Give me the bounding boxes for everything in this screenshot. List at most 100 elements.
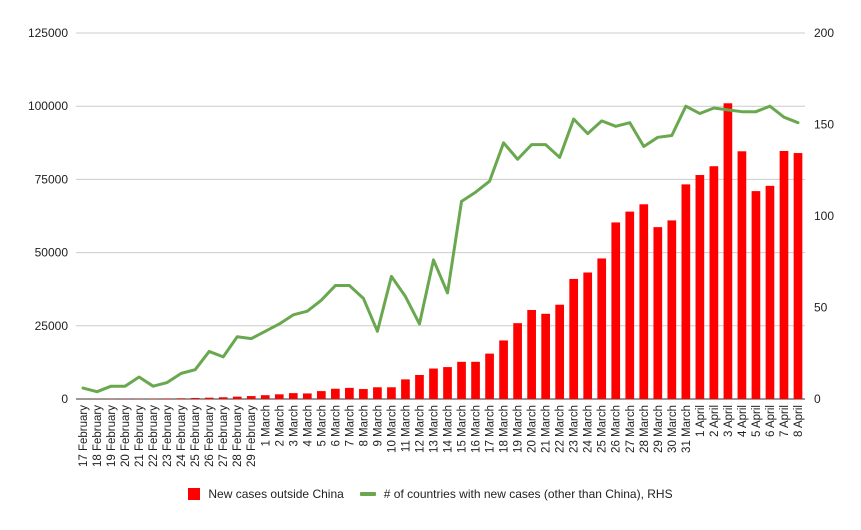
x-tick-label: 2 April (709, 405, 721, 437)
x-tick-label: 15 March (457, 405, 469, 453)
bar (611, 222, 621, 399)
bar (625, 211, 635, 399)
x-tick-label: 17 March (485, 405, 497, 453)
left-axis-ticks: 0 25000 50000 75000 100000 125000 (28, 26, 68, 406)
x-tick-label: 24 February (176, 405, 188, 467)
x-tick-label: 20 February (120, 405, 132, 467)
right-tick-label: 100 (814, 209, 834, 223)
bar-series (78, 103, 803, 399)
right-tick-label: 200 (814, 26, 834, 40)
bar (359, 389, 368, 399)
x-tick-label: 28 February (232, 405, 244, 467)
bar (555, 304, 565, 399)
x-tick-label: 10 March (386, 405, 398, 453)
x-tick-label: 19 February (106, 405, 118, 467)
legend-label-line: # of countries with new cases (other tha… (383, 487, 673, 501)
x-tick-label: 28 March (639, 405, 651, 453)
x-tick-label: 27 March (625, 405, 637, 453)
x-tick-label: 3 April (723, 405, 735, 437)
bar (204, 397, 214, 399)
legend-swatch-bars (188, 488, 201, 500)
series-line (81, 104, 800, 394)
x-axis-ticks: 17 February 18 February 19 February 20 Febr… (78, 405, 805, 467)
left-tick-label: 100000 (28, 99, 68, 113)
x-tick-label: 5 April (751, 405, 763, 437)
bar (541, 313, 550, 399)
x-tick-label: 4 March (302, 405, 314, 447)
x-tick-label: 7 April (779, 405, 791, 437)
bar (653, 227, 663, 399)
x-tick-label: 13 March (428, 405, 440, 453)
bar (274, 394, 284, 399)
x-tick-label: 23 March (569, 405, 581, 453)
legend-item-bars: New cases outside China (188, 487, 344, 501)
line-series (81, 104, 800, 394)
bar (387, 387, 396, 399)
bar (513, 323, 522, 399)
bar (218, 397, 228, 399)
bar (569, 278, 579, 399)
x-tick-label: 29 February (246, 405, 258, 467)
x-tick-label: 8 March (358, 405, 370, 447)
x-tick-label: 4 April (737, 405, 749, 437)
x-tick-label: 6 March (330, 405, 342, 447)
bar (429, 368, 438, 399)
bar (260, 395, 270, 399)
bar (751, 191, 761, 399)
left-tick-label: 0 (61, 392, 68, 406)
bar (176, 398, 186, 399)
bar (246, 396, 256, 399)
bar (499, 340, 508, 399)
x-tick-label: 18 February (92, 405, 104, 467)
x-tick-label: 27 February (218, 405, 230, 467)
left-tick-label: 50000 (35, 246, 69, 260)
x-tick-label: 26 March (611, 405, 623, 453)
bar (232, 396, 242, 399)
bar (190, 397, 200, 399)
x-tick-label: 22 February (148, 405, 160, 467)
bar (485, 353, 494, 399)
x-tick-label: 30 March (667, 405, 679, 453)
legend: New cases outside China # of countries w… (0, 487, 861, 501)
x-tick-label: 7 March (344, 405, 356, 447)
left-tick-label: 125000 (28, 26, 68, 40)
bar (162, 398, 172, 399)
bar (779, 150, 789, 399)
bar (471, 361, 480, 399)
x-tick-label: 25 February (190, 405, 202, 467)
bar (302, 393, 312, 399)
left-tick-label: 25000 (35, 319, 69, 333)
x-tick-label: 12 March (414, 405, 426, 453)
right-axis-ticks: 0 50 100 150 200 (814, 26, 834, 406)
bar (793, 153, 803, 399)
bar (695, 175, 705, 399)
x-tick-label: 3 March (288, 405, 300, 447)
x-tick-label: 26 February (204, 405, 216, 467)
x-tick-label: 22 March (555, 405, 567, 453)
x-tick-label: 18 March (499, 405, 511, 453)
x-tick-label: 16 March (471, 405, 483, 453)
x-tick-label: 29 March (653, 405, 665, 453)
bar (765, 185, 775, 399)
x-tick-label: 25 March (597, 405, 609, 453)
x-tick-label: 11 March (400, 405, 412, 452)
legend-label-bars: New cases outside China (208, 487, 344, 501)
right-tick-label: 0 (814, 392, 821, 406)
bar (415, 374, 424, 399)
x-tick-label: 9 March (372, 405, 384, 447)
x-tick-label: 1 April (695, 405, 707, 437)
bar (443, 367, 452, 399)
x-tick-label: 20 March (527, 405, 539, 453)
x-tick-label: 24 March (583, 405, 595, 453)
bar (723, 103, 733, 399)
legend-item-line: # of countries with new cases (other tha… (359, 487, 673, 501)
right-tick-label: 150 (814, 118, 834, 132)
x-tick-label: 8 April (793, 405, 805, 437)
bar (709, 166, 719, 399)
x-tick-label: 5 March (316, 405, 328, 447)
bar (527, 309, 536, 399)
bar (737, 151, 747, 399)
left-tick-label: 75000 (35, 172, 69, 186)
x-tick-label: 23 February (162, 405, 174, 467)
